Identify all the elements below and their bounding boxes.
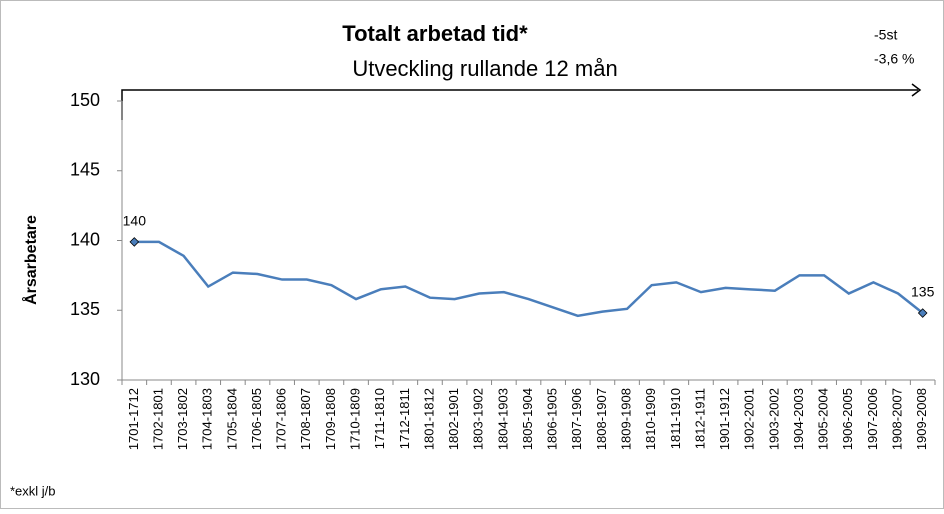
annotation: -5st <box>874 27 897 43</box>
x-tick-label: 1908-2007 <box>889 388 904 450</box>
y-tick-label: 140 <box>70 229 100 249</box>
x-tick-label: 1707-1806 <box>274 388 289 450</box>
annotation: -3,6 % <box>874 51 914 67</box>
x-tick-label: 1901-1912 <box>717 388 732 450</box>
data-label: 140 <box>123 213 147 229</box>
y-axis-label: Årsarbetare <box>21 215 40 305</box>
chart-subtitle: Utveckling rullande 12 mån <box>352 56 617 81</box>
x-tick-label: 1802-1901 <box>446 388 461 450</box>
x-tick-label: 1902-2001 <box>742 388 757 450</box>
line <box>134 240 924 318</box>
x-tick-label: 1808-1907 <box>594 388 609 450</box>
x-tick-label: 1811-1910 <box>668 388 683 449</box>
marker <box>129 237 140 247</box>
x-tick-label: 1705-1804 <box>224 388 239 450</box>
y-tick-label: 150 <box>70 90 100 110</box>
x-tick-label: 1801-1812 <box>421 388 436 450</box>
data-label: 135 <box>911 284 935 300</box>
x-tick-label: 1704-1803 <box>200 388 215 450</box>
x-tick-label: 1703-1802 <box>175 388 190 450</box>
x-tick-label: 1907-2006 <box>865 388 880 450</box>
x-tick-label: 1709-1808 <box>323 388 338 450</box>
x-tick-label: 1812-1911 <box>692 388 707 449</box>
x-tick-label: 1708-1807 <box>298 388 313 450</box>
x-tick-label: 1904-2003 <box>791 388 806 450</box>
x-tick-label: 1807-1906 <box>569 388 584 450</box>
x-tick-label: 1702-1801 <box>150 388 165 450</box>
x-tick-label: 1711-1810 <box>372 388 387 449</box>
x-tick-label: 1712-1811 <box>397 388 412 449</box>
x-tick-label: 1906-2005 <box>840 388 855 450</box>
y-tick-label: 145 <box>70 160 100 180</box>
arrow-head <box>911 83 922 97</box>
x-tick-label: 1909-2008 <box>914 388 929 450</box>
x-tick-label: 1810-1909 <box>643 388 658 450</box>
marker <box>917 308 928 318</box>
x-tick-label: 1905-2004 <box>816 388 831 450</box>
chart-title: Totalt arbetad tid* <box>342 21 528 46</box>
x-tick-label: 1706-1805 <box>249 388 264 450</box>
y-tick-label: 135 <box>70 299 100 319</box>
x-tick-label: 1804-1903 <box>495 388 510 450</box>
x-tick-label: 1710-1809 <box>347 388 362 450</box>
x-tick-label: 1701-1712 <box>126 388 141 450</box>
x-tick-label: 1809-1908 <box>618 388 633 450</box>
x-tick-label: 1903-2002 <box>766 388 781 450</box>
x-tick-label: 1806-1905 <box>545 388 560 450</box>
x-tick-label: 1805-1904 <box>520 388 535 450</box>
y-tick-label: 130 <box>70 369 100 389</box>
x-tick-label: 1803-1902 <box>471 388 486 450</box>
footnote: *exkl j/b <box>10 483 56 498</box>
